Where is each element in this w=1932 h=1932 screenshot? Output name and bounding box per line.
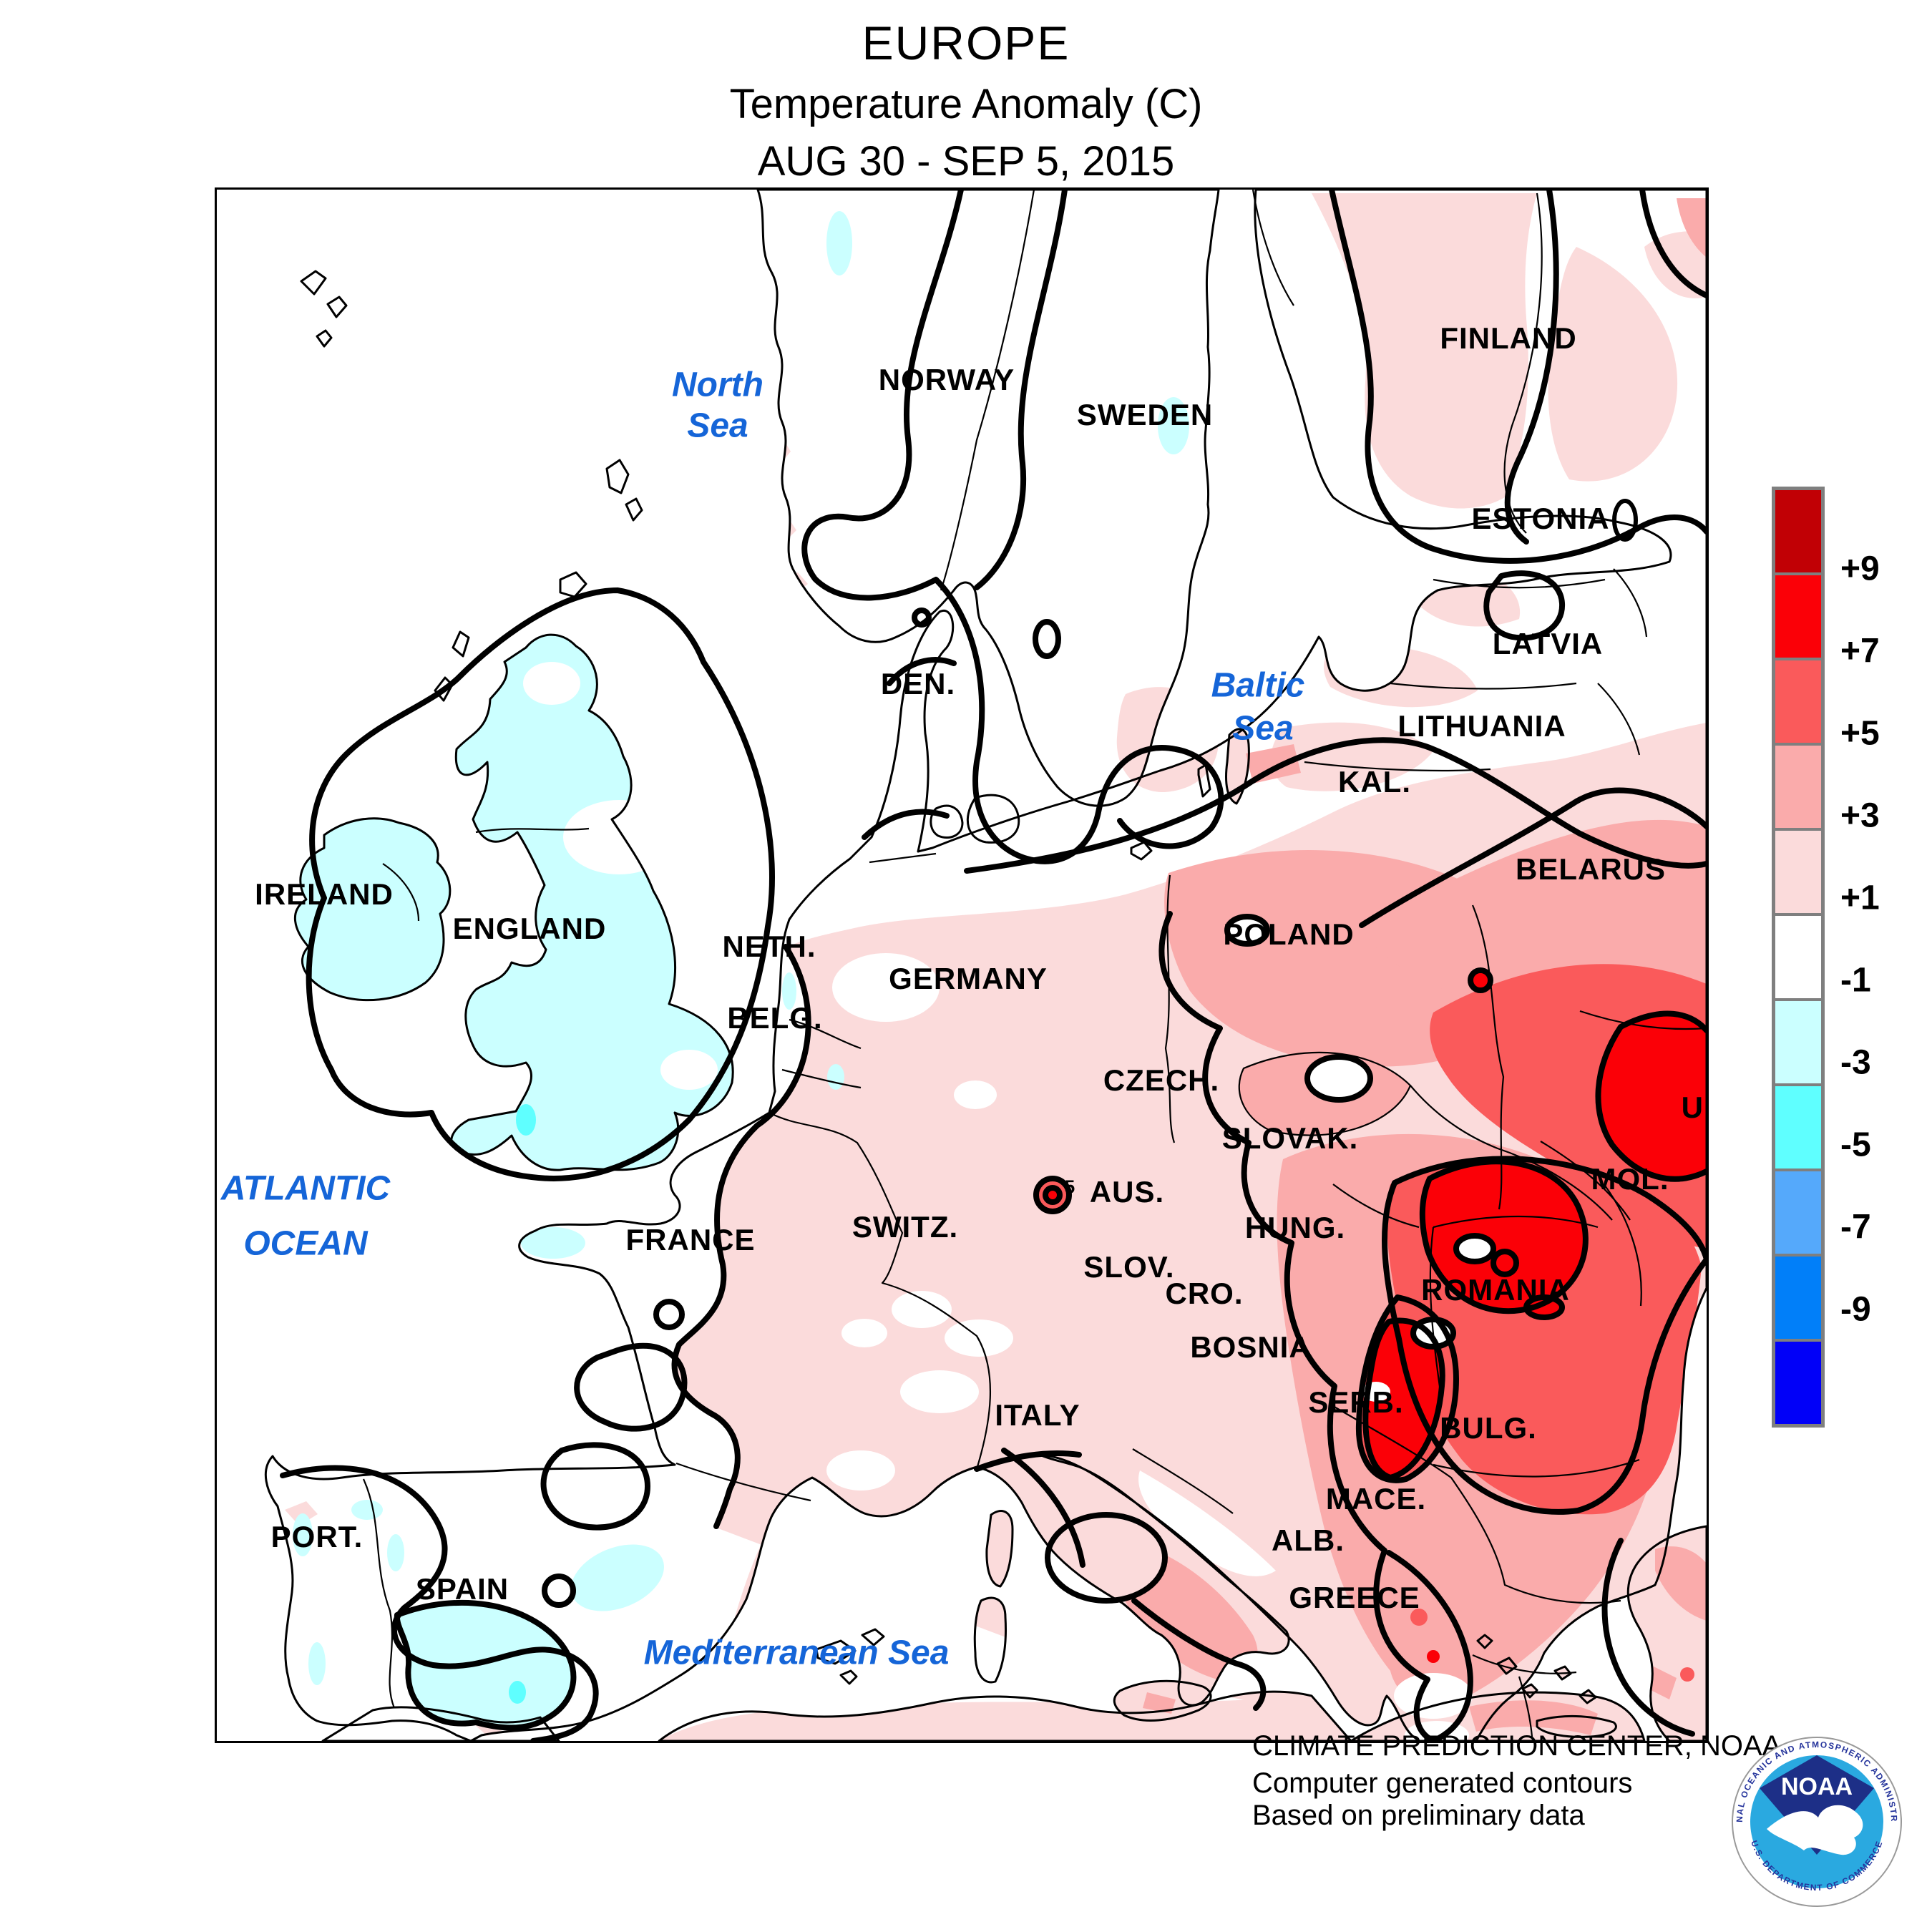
country-label-norway: NORWAY [878, 363, 1015, 396]
legend-tick-+5: +5 [1840, 714, 1880, 753]
credit-line-2: Computer generated contours [1252, 1767, 1633, 1799]
country-label-ukraine: UKR. [1681, 1091, 1707, 1124]
legend-cell-8 [1775, 1169, 1821, 1254]
legend-cell-5 [1775, 913, 1821, 998]
country-label-croatia: CRO. [1165, 1277, 1244, 1310]
country-label-belgium: BELG. [727, 1001, 823, 1035]
legend-tick-+1: +1 [1840, 879, 1880, 917]
noaa-logo: NOAA NATIONAL OCEANIC AND ATMOSPHERIC AD… [1732, 1737, 1902, 1907]
legend-cell-9 [1775, 1254, 1821, 1339]
country-label-kaliningrad: KAL. [1338, 765, 1411, 799]
sea-label-atlantic-1: ATLANTIC [220, 1169, 391, 1208]
europe-anomaly-map: NORWAY SWEDEN FINLAND ESTONIA LATVIA LITHUANI… [215, 187, 1709, 1743]
country-label-ireland: IRELAND [255, 877, 394, 911]
country-label-macedonia: MACE. [1325, 1482, 1427, 1516]
legend-cell-4 [1775, 828, 1821, 913]
country-label-poland: POLAND [1223, 917, 1355, 951]
country-label-germany: GERMANY [889, 962, 1048, 995]
credit-line-1: CLIMATE PREDICTION CENTER, NOAA [1252, 1730, 1782, 1762]
legend-cell-10 [1775, 1339, 1821, 1424]
sea-label-atlantic-2: OCEAN [243, 1224, 368, 1263]
country-label-finland: FINLAND [1440, 321, 1577, 355]
legend-tick--1: -1 [1840, 961, 1871, 1000]
country-label-england: ENGLAND [452, 912, 607, 945]
country-label-hungary: HUNG. [1244, 1211, 1346, 1244]
sea-label-baltic-sea-1: Baltic [1211, 666, 1305, 705]
anomaly-contours [280, 190, 1707, 1741]
seagull-icon [1767, 1805, 1863, 1855]
map-svg [264, 190, 1707, 1741]
sea-label-north-sea-2: Sea [687, 406, 748, 445]
page-subtitle: Temperature Anomaly (C) [729, 81, 1203, 127]
country-label-serbia: SERB. [1308, 1385, 1404, 1419]
legend-tick-+3: +3 [1840, 796, 1880, 835]
page-title: EUROPE [862, 16, 1070, 69]
date-range: AUG 30 - SEP 5, 2015 [757, 138, 1175, 185]
legend-cell-7 [1775, 1083, 1821, 1169]
logo-acronym: NOAA [1781, 1773, 1853, 1800]
legend-colorbar [1772, 487, 1825, 1428]
legend-tick--7: -7 [1840, 1208, 1871, 1246]
legend-cell-3 [1775, 743, 1821, 828]
estonia-small-ring [1612, 499, 1638, 542]
country-label-switzerland: SWITZ. [852, 1210, 959, 1244]
credit-line-3: Based on preliminary data [1252, 1800, 1585, 1831]
country-label-moldova: MOL. [1591, 1162, 1669, 1196]
country-label-estonia: ESTONIA [1471, 502, 1610, 535]
legend-tick-+7: +7 [1840, 632, 1880, 670]
country-label-slovenia: SLOV. [1083, 1250, 1175, 1284]
country-label-bulgaria: BULG. [1440, 1411, 1537, 1445]
legend-cell-1 [1775, 572, 1821, 658]
country-label-albania: ALB. [1272, 1523, 1345, 1557]
country-label-bosnia: BOSNIA [1190, 1330, 1312, 1364]
country-label-belarus: BELARUS [1515, 852, 1667, 886]
sea-label-mediterranean: Mediterranean Sea [643, 1634, 950, 1672]
legend-tick-+9: +9 [1840, 550, 1880, 588]
legend-tick--9: -9 [1840, 1290, 1871, 1329]
legend-cell-6 [1775, 998, 1821, 1083]
country-label-netherlands: NETH. [722, 930, 816, 963]
country-label-greece: GREECE [1289, 1581, 1420, 1614]
legend-tick--5: -5 [1840, 1126, 1871, 1164]
country-label-france: FRANCE [625, 1223, 756, 1257]
country-label-denmark: DEN. [880, 667, 956, 701]
country-label-austria: AUS. [1089, 1175, 1165, 1209]
country-label-spain: SPAIN [415, 1572, 509, 1606]
country-label-czech: CZECH. [1103, 1063, 1220, 1097]
country-label-slovakia: SLOVAK. [1221, 1121, 1359, 1155]
sea-label-baltic-sea-2: Sea [1232, 709, 1294, 748]
sea-label-north-sea-1: North [672, 366, 763, 404]
country-label-sweden: SWEDEN [1076, 398, 1214, 431]
legend-cell-0 [1775, 490, 1821, 572]
country-label-latvia: LATVIA [1492, 627, 1604, 660]
country-label-lithuania: LITHUANIA [1397, 709, 1566, 743]
legend-cell-2 [1775, 658, 1821, 743]
country-label-romania: ROMANIA [1421, 1273, 1570, 1307]
legend-tick--3: -3 [1840, 1043, 1871, 1082]
logo-sky [1760, 1755, 1874, 1855]
country-borders [362, 190, 1707, 1737]
country-label-portugal: PORT. [270, 1520, 364, 1553]
contour-label-max-austria: 5 [1064, 1176, 1075, 1198]
country-label-italy: ITALY [995, 1398, 1080, 1432]
